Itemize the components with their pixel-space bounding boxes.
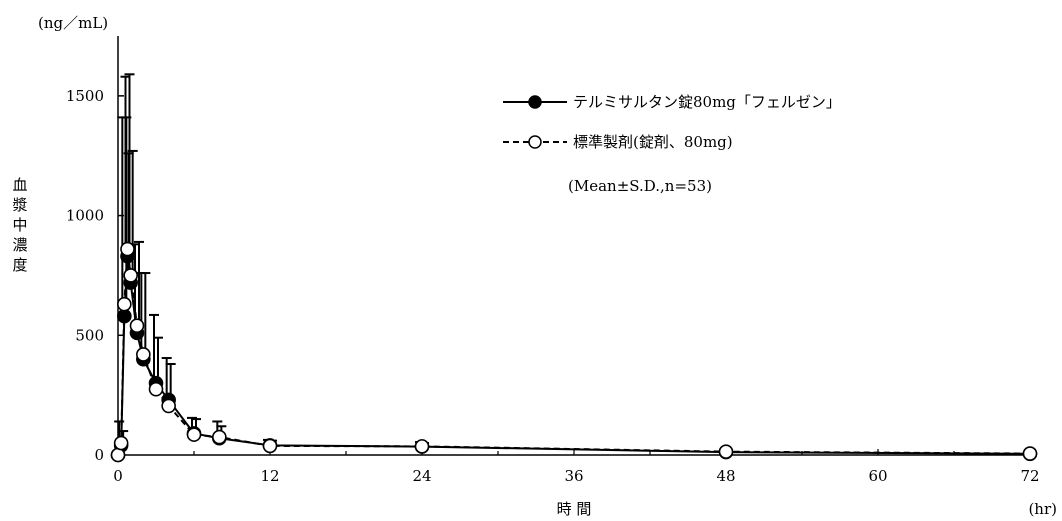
series-markers-1 [110, 241, 1038, 463]
data-point [161, 398, 176, 414]
legend-label-reference: 標準製剤(錠剤、80mg) [573, 133, 733, 151]
y-unit-label: (ng／mL) [38, 14, 108, 32]
data-point [136, 347, 151, 362]
error-bars-0 [118, 73, 1037, 455]
x-axis-ticks: 0 12 24 36 48 60 72 [113, 449, 1040, 485]
y-axis-ticks: 0 500 1000 1500 [66, 87, 124, 464]
x-axis-title: 時 間 [557, 500, 592, 518]
x-tick-label: 72 [1020, 467, 1039, 485]
series-line-1 [117, 248, 1031, 456]
data-point [414, 439, 430, 454]
legend-label-test: テルミサルタン錠80mg「フェルゼン」 [573, 93, 841, 111]
x-tick-label: 0 [113, 467, 123, 485]
series-markers-0 [110, 248, 1038, 463]
series-layer [110, 73, 1038, 463]
series-line-0 [117, 256, 1031, 456]
data-point [110, 447, 126, 463]
data-point [123, 268, 138, 283]
legend-item-test: テルミサルタン錠80mg「フェルゼン」 [503, 93, 841, 111]
x-tick-label: 60 [868, 467, 887, 485]
x-tick-label: 48 [716, 467, 735, 485]
data-point [262, 438, 278, 454]
data-point [212, 429, 227, 445]
x-tick-label: 36 [564, 467, 583, 485]
data-point [129, 318, 145, 334]
error-bars-1 [114, 75, 1033, 454]
x-unit-label: (hr) [1028, 500, 1057, 518]
x-tick-label: 24 [412, 467, 431, 485]
data-point [186, 427, 202, 442]
data-point [120, 241, 135, 257]
y-axis-title: 血漿中濃度 [12, 176, 27, 274]
legend-note: (Mean±S.D.,n=53) [568, 177, 712, 195]
data-point [113, 435, 129, 451]
y-tick-label: 1500 [66, 87, 104, 105]
y-tick-label: 0 [94, 446, 104, 464]
data-point [718, 444, 734, 459]
legend-marker-reference [528, 135, 542, 149]
legend-marker-test [528, 95, 542, 109]
data-point [148, 381, 164, 397]
data-point [117, 308, 132, 324]
data-point [1022, 446, 1038, 461]
y-tick-label: 500 [75, 326, 104, 344]
data-point [117, 296, 132, 312]
x-tick-label: 12 [260, 467, 279, 485]
y-tick-label: 1000 [66, 207, 104, 225]
legend-item-reference: 標準製剤(錠剤、80mg) [503, 133, 733, 151]
legend: テルミサルタン錠80mg「フェルゼン」 標準製剤(錠剤、80mg) (Mean±… [503, 93, 841, 195]
